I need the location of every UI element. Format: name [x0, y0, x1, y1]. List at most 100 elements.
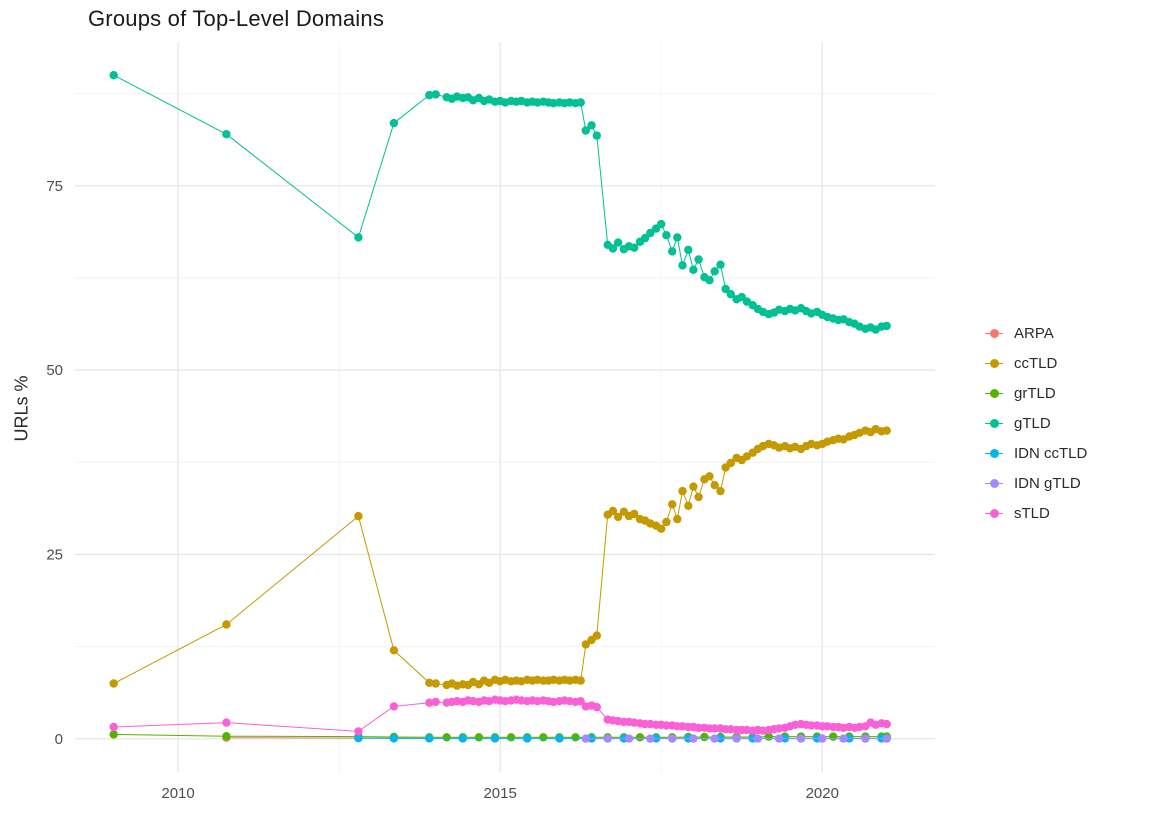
data-point	[431, 90, 440, 99]
data-point	[668, 734, 677, 743]
legend-key-icon	[983, 472, 1005, 494]
data-point	[603, 734, 612, 743]
data-point	[694, 255, 703, 264]
data-point	[624, 734, 634, 743]
legend-key-icon	[983, 322, 1005, 344]
data-point	[613, 512, 623, 522]
data-point	[222, 732, 231, 741]
data-point	[389, 118, 399, 128]
data-point	[710, 734, 719, 743]
data-point	[839, 734, 848, 743]
data-point	[694, 723, 703, 732]
data-point	[710, 267, 719, 276]
data-point	[425, 734, 434, 743]
data-point	[807, 721, 816, 730]
legend-dot-swatch	[989, 388, 999, 398]
data-point	[684, 501, 693, 510]
x-tick-label: 2015	[483, 785, 516, 802]
data-point	[222, 620, 231, 629]
data-point	[354, 511, 363, 521]
data-point	[689, 265, 698, 274]
data-point	[689, 734, 698, 743]
data-point	[581, 126, 590, 135]
data-point	[592, 631, 601, 640]
legend-label: IDN gTLD	[1014, 474, 1081, 492]
data-point	[613, 238, 623, 247]
data-point	[716, 486, 725, 496]
data-point	[389, 734, 399, 743]
data-point	[109, 722, 118, 732]
data-point	[109, 71, 118, 80]
legend-label: sTLD	[1014, 504, 1050, 522]
data-point	[608, 244, 618, 253]
y-axis-label: URLs %	[11, 375, 32, 442]
data-point	[732, 734, 741, 743]
data-point	[222, 718, 231, 727]
data-point	[774, 734, 784, 743]
data-point	[354, 727, 363, 736]
data-point	[630, 243, 639, 252]
legend-key-icon	[983, 412, 1005, 434]
data-point	[753, 734, 762, 743]
legend-key-icon	[983, 502, 1005, 524]
data-point	[630, 509, 639, 519]
legend-item-cctld: ccTLD	[983, 348, 1087, 378]
data-point	[389, 702, 399, 711]
data-point	[705, 276, 714, 285]
y-tick-label: 75	[46, 178, 63, 195]
data-point	[668, 247, 677, 256]
data-point	[678, 486, 687, 496]
data-point	[668, 500, 677, 509]
legend-label: ccTLD	[1014, 354, 1058, 372]
data-point	[882, 426, 891, 435]
legend-dot-swatch	[989, 418, 999, 428]
data-point	[571, 733, 580, 742]
data-point	[581, 734, 590, 743]
data-point	[109, 730, 118, 739]
data-point	[425, 678, 434, 687]
data-point	[635, 733, 645, 742]
legend-label: IDN ccTLD	[1014, 444, 1088, 462]
legend-item-gtld: gTLD	[983, 408, 1087, 438]
legend-label: grTLD	[1014, 384, 1056, 402]
data-point	[710, 481, 719, 490]
data-point	[673, 514, 682, 524]
data-point	[726, 290, 735, 299]
legend-label: ARPA	[1014, 324, 1054, 342]
legend-dot-swatch	[989, 448, 999, 458]
chart-title: Groups of Top-Level Domains	[88, 6, 385, 31]
data-point	[657, 524, 666, 533]
data-point	[458, 734, 467, 743]
data-point	[705, 472, 714, 481]
legend-item-grtld: grTLD	[983, 378, 1087, 408]
data-point	[389, 646, 399, 655]
legend-dot-swatch	[989, 478, 999, 488]
data-point	[710, 724, 719, 733]
data-point	[523, 734, 532, 743]
x-tick-label: 2020	[806, 785, 839, 802]
data-point	[442, 733, 451, 742]
data-point	[662, 721, 671, 730]
data-point	[490, 734, 500, 743]
legend-item-idn-gtld: IDN gTLD	[983, 468, 1087, 498]
legend-item-arpa: ARPA	[983, 318, 1087, 348]
data-point	[474, 733, 484, 742]
data-point	[646, 734, 655, 743]
data-point	[689, 482, 698, 491]
legend-item-stld: sTLD	[983, 498, 1087, 528]
data-point	[646, 228, 655, 238]
data-point	[576, 98, 585, 107]
data-point	[882, 321, 891, 331]
data-point	[662, 231, 671, 240]
data-point	[796, 734, 806, 743]
data-point	[694, 492, 703, 502]
data-point	[354, 733, 363, 743]
data-point	[608, 506, 618, 516]
data-point	[716, 260, 725, 269]
data-point	[425, 90, 434, 100]
data-point	[109, 679, 118, 688]
y-tick-label: 25	[46, 546, 63, 563]
data-point	[431, 679, 440, 688]
data-point	[431, 697, 440, 707]
